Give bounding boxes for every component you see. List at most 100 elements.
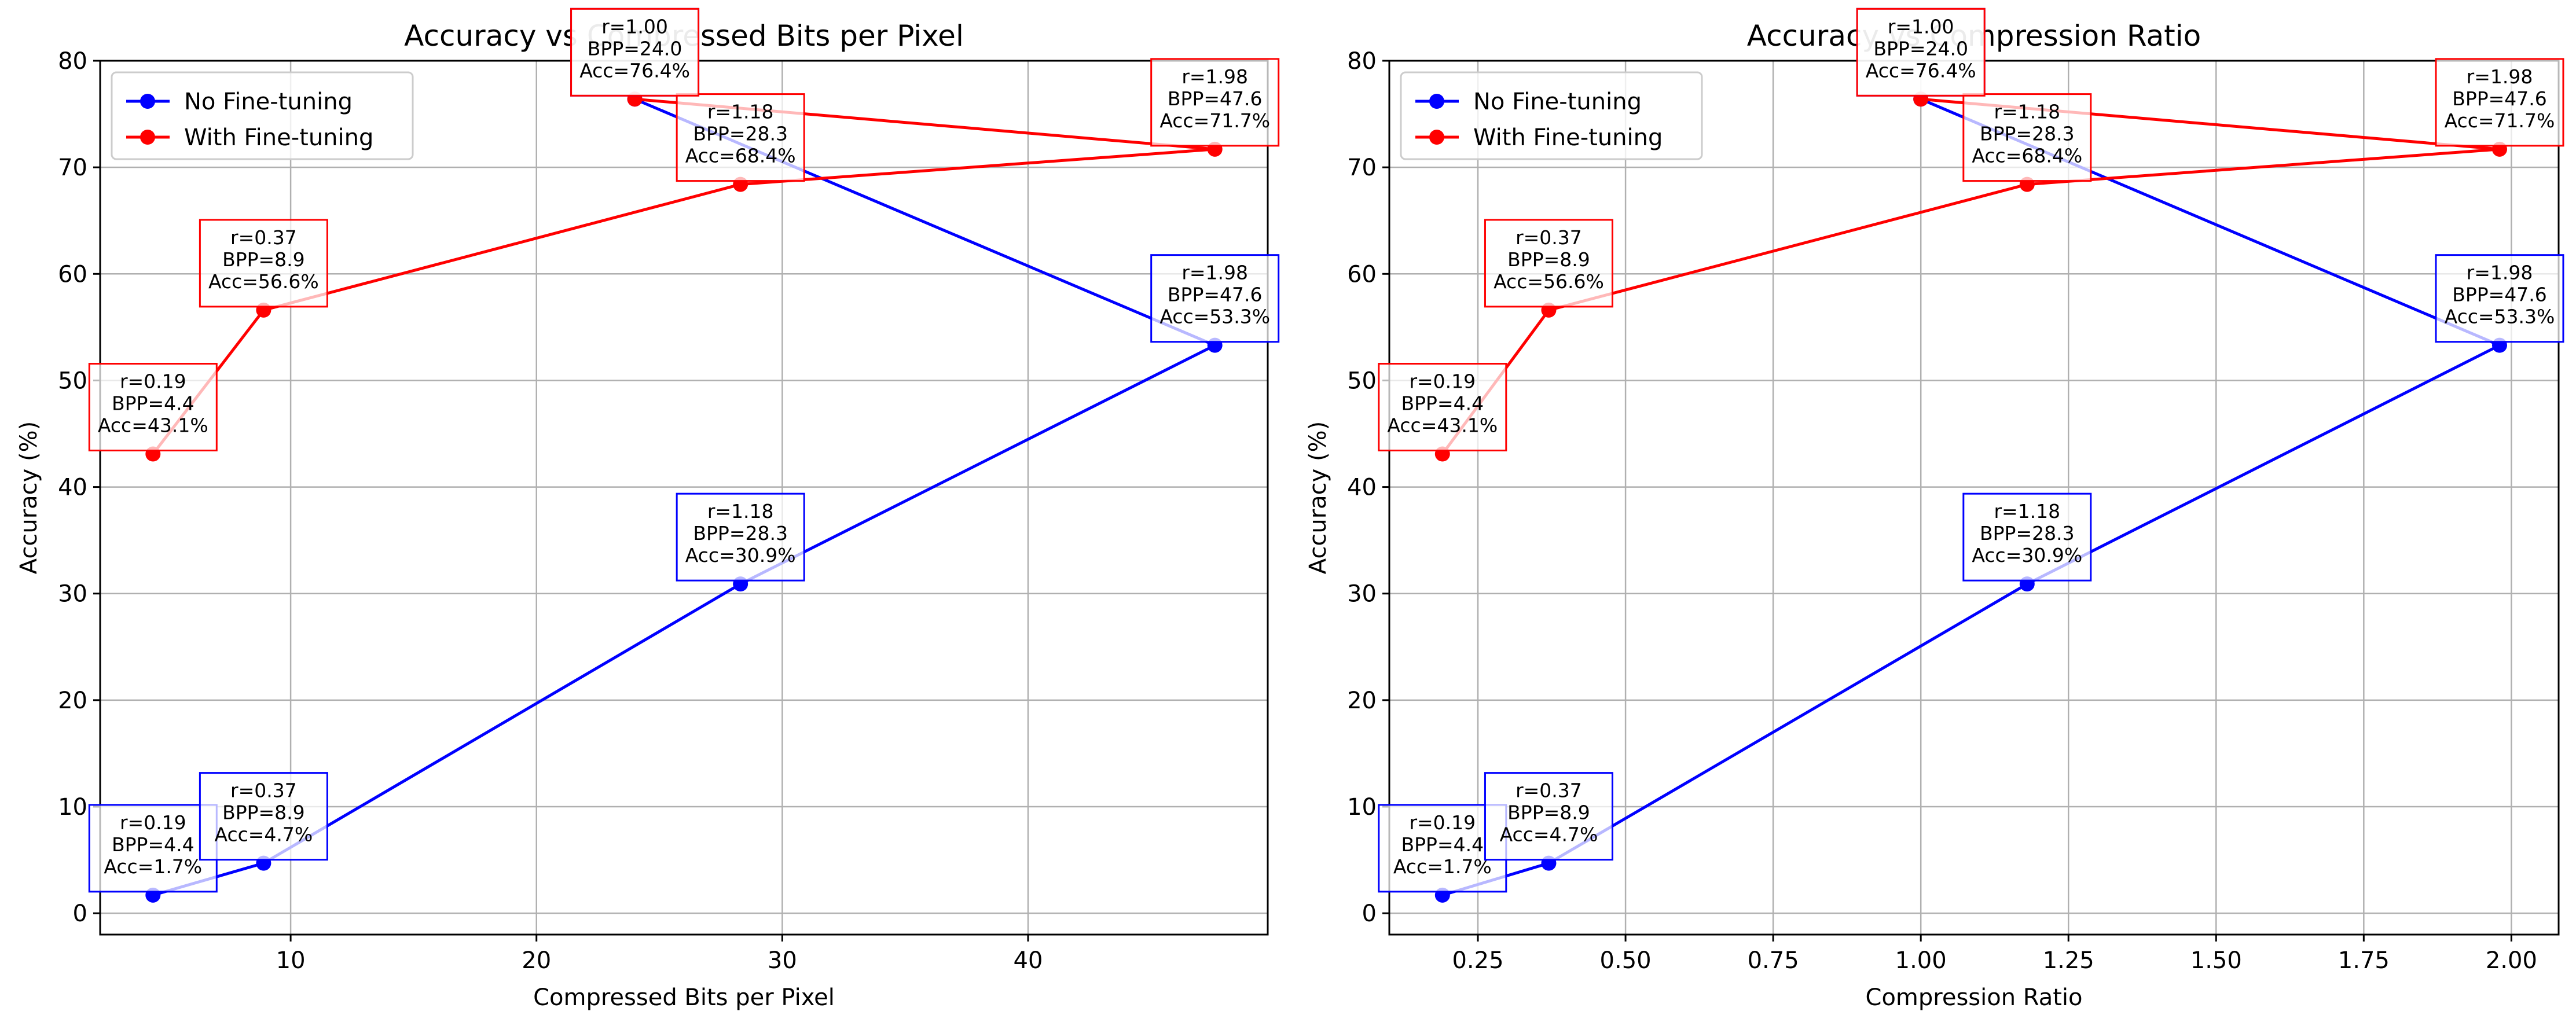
annotation-box [2435,58,2564,147]
annotation-text: r=1.00 [1888,15,1954,38]
annotation-box [1484,219,1613,308]
annotation-text: BPP=28.3 [693,123,788,145]
annotation-text: Acc=43.1% [1387,414,1498,437]
annotation-text: BPP=4.4 [112,833,195,856]
x-tick-label: 40 [1014,947,1043,974]
annotation-text: Acc=53.3% [2445,306,2555,328]
y-tick-label: 30 [58,581,87,608]
annotation-text: BPP=47.6 [1168,284,1263,306]
legend-swatch-marker [140,130,155,145]
annotation-text: r=0.37 [230,779,297,802]
annotation-box [88,804,218,893]
y-tick-label: 80 [1347,48,1377,75]
chart-panel-accuracy-vs-bpp: Accuracy vs Compressed Bits per Pixel Co… [16,8,1280,1011]
annotation-box [1962,93,2092,182]
y-axis-label: Accuracy (%) [16,421,42,575]
x-tick-label: 20 [522,947,551,974]
annotation-box [1378,363,1507,451]
axes: 10 20 30 40 0 10 20 30 40 50 60 70 80 [58,48,1269,974]
annotation-text: BPP=24.0 [588,37,682,60]
annotation-text: BPP=4.4 [1401,833,1484,856]
y-tick-label: 60 [1347,261,1377,288]
legend-swatch-marker [140,94,155,109]
y-tick-label: 20 [58,687,87,714]
legend-label-no-finetuning: No Fine-tuning [1473,89,1642,115]
annotation-text: Acc=30.9% [1972,544,2082,567]
legend-label-with-finetuning: With Fine-tuning [184,124,373,151]
annotation-text: BPP=4.4 [112,392,195,415]
annotation-text: r=1.18 [1994,101,2060,123]
annotation-text: Acc=56.6% [208,270,319,293]
legend: No Fine-tuning With Fine-tuning [1400,71,1703,160]
chart-panel-accuracy-vs-ratio: Accuracy vs Compression Ratio Compressio… [1305,8,2564,1011]
annotation-text: Acc=68.4% [685,145,796,167]
annotation-box [676,492,805,582]
annotation-text: BPP=28.3 [1980,522,2075,545]
x-tick-label: 2.00 [2486,947,2537,974]
legend-frame [1400,71,1703,160]
y-tick-label: 50 [58,367,87,394]
y-tick-label: 40 [1347,475,1377,501]
y-tick-label: 20 [1347,687,1377,714]
x-tick-label: 1.00 [1895,947,1947,974]
annotation-text: r=1.98 [2467,65,2533,88]
annotation-text: r=1.98 [2467,262,2533,284]
legend-swatch-marker [1429,94,1444,109]
annotation-text: Acc=4.7% [1500,823,1598,846]
y-tick-label: 80 [58,48,87,75]
y-tick-label: 0 [73,900,87,927]
annotation-text: Acc=43.1% [98,414,208,437]
annotation-box [1484,772,1613,861]
annotation-text: r=1.98 [1181,262,1248,284]
annotation-text: Acc=53.3% [1159,306,1270,328]
x-tick-label: 1.75 [2338,947,2390,974]
y-tick-label: 50 [1347,367,1377,394]
annotation-box [676,93,805,182]
annotation-text: r=0.37 [230,226,297,249]
x-tick-label: 30 [768,947,797,974]
annotation-text: r=1.18 [707,101,774,123]
y-tick-label: 60 [58,261,87,288]
x-tick-label: 0.75 [1748,947,1799,974]
annotation-text: Acc=56.6% [1494,270,1604,293]
annotation-text: r=1.98 [1181,65,1248,88]
legend-swatch-marker [1429,130,1444,145]
annotation-text: Acc=76.4% [579,59,690,82]
y-tick-label: 10 [1347,794,1377,821]
annotation-box [570,8,700,97]
annotation-layer: r=0.19BPP=4.4Acc=1.7%r=0.37BPP=8.9Acc=4.… [1378,8,2564,893]
annotation-text: r=0.37 [1515,779,1582,802]
legend-label-with-finetuning: With Fine-tuning [1473,124,1663,151]
axes: 0.25 0.50 0.75 1.00 1.25 1.50 1.75 2.00 0 10 20 30 4… [1347,48,2560,974]
annotation-box [1962,492,2092,582]
annotation-box [199,772,328,861]
annotation-text: Acc=68.4% [1972,145,2082,167]
annotation-layer: r=0.19BPP=4.4Acc=1.7%r=0.37BPP=8.9Acc=4.… [88,8,1280,893]
annotation-text: r=1.00 [601,15,668,38]
y-tick-label: 70 [1347,155,1377,181]
annotation-text: BPP=47.6 [2452,284,2547,306]
annotation-text: BPP=47.6 [1168,87,1263,110]
x-axis-label: Compressed Bits per Pixel [533,984,835,1011]
x-tick-label: 10 [276,947,306,974]
x-tick-label: 0.25 [1452,947,1503,974]
x-tick-label: 1.25 [2043,947,2094,974]
y-tick-label: 0 [1362,900,1377,927]
annotation-text: Acc=1.7% [1393,855,1492,878]
x-tick-label: 0.50 [1600,947,1652,974]
annotation-box [1856,8,1986,97]
annotation-text: BPP=28.3 [693,522,788,545]
